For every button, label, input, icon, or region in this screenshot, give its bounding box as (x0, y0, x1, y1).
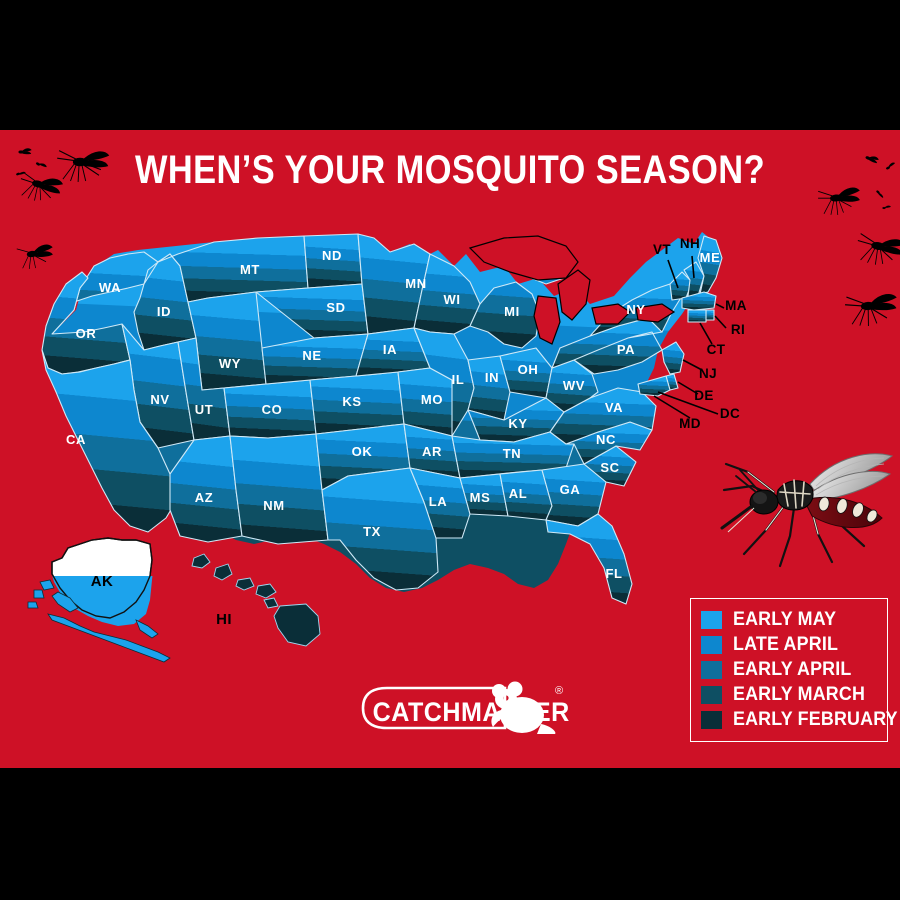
svg-text:TX: TX (363, 524, 381, 539)
svg-text:PA: PA (617, 342, 635, 357)
state-VA (549, 387, 657, 445)
svg-text:MI: MI (504, 304, 520, 319)
svg-text:AR: AR (422, 444, 442, 459)
svg-text:VA: VA (605, 400, 623, 415)
us-map-svg: WA OR ID MT WY NV UT CA CO AZ NM ND SD N… (41, 232, 746, 605)
state-MA (681, 291, 717, 311)
svg-text:MT: MT (240, 262, 260, 277)
svg-text:MS: MS (470, 490, 491, 505)
brand-wordmark: CATCHMASTER (373, 696, 570, 727)
legend-label: EARLY MAY (733, 608, 837, 630)
legend-item[interactable]: EARLY MARCH (701, 682, 877, 707)
svg-text:ME: ME (700, 250, 721, 265)
svg-text:IA: IA (383, 342, 397, 357)
callout-group: VT NH MA RI CT NJ DE DC MD (653, 236, 747, 431)
svg-text:RI: RI (731, 322, 745, 337)
svg-text:CO: CO (262, 402, 283, 417)
legend-label: EARLY FEBRUARY (733, 708, 898, 730)
brand-logo: CATCHMASTER ® (355, 681, 570, 734)
legend-item[interactable]: EARLY MAY (701, 607, 877, 632)
state-HI (191, 553, 321, 647)
svg-text:ID: ID (157, 304, 171, 319)
registered-mark: ® (555, 685, 563, 697)
svg-text:UT: UT (195, 402, 214, 417)
svg-text:SD: SD (326, 300, 345, 315)
svg-text:WA: WA (99, 280, 121, 295)
svg-text:NJ: NJ (699, 366, 717, 381)
us-map: WA OR ID MT WY NV UT CA CO AZ NM ND SD N… (18, 192, 746, 662)
svg-text:KS: KS (342, 394, 361, 409)
svg-text:SC: SC (600, 460, 619, 475)
svg-text:WV: WV (563, 378, 585, 393)
legend-label: EARLY APRIL (733, 658, 852, 680)
legend-item[interactable]: LATE APRIL (701, 632, 877, 657)
svg-text:NV: NV (150, 392, 169, 407)
svg-text:MN: MN (405, 276, 426, 291)
svg-text:AZ: AZ (195, 490, 214, 505)
svg-text:GA: GA (560, 482, 581, 497)
svg-text:MO: MO (421, 392, 443, 407)
state-AK: AK (27, 537, 171, 663)
svg-text:NM: NM (263, 498, 284, 513)
svg-text:OH: OH (518, 362, 539, 377)
state-FL (545, 513, 633, 605)
svg-text:ND: ND (322, 248, 342, 263)
svg-text:IN: IN (485, 370, 499, 385)
svg-text:WY: WY (219, 356, 241, 371)
svg-text:MA: MA (725, 298, 747, 313)
state-CT (687, 309, 707, 323)
svg-text:VT: VT (653, 242, 671, 257)
state-MD (637, 375, 671, 397)
legend-swatch (701, 685, 722, 704)
svg-text:OR: OR (76, 326, 97, 341)
poster-canvas: WHEN’S YOUR MOSQUITO SEASON? (0, 130, 900, 768)
svg-text:CT: CT (707, 342, 726, 357)
state-label-group: WA OR ID MT WY NV UT CA CO AZ NM ND SD N… (66, 248, 720, 581)
page-title: WHEN’S YOUR MOSQUITO SEASON? (134, 148, 766, 192)
state-WI (413, 253, 481, 335)
legend-item[interactable]: EARLY FEBRUARY (701, 707, 898, 732)
svg-text:AL: AL (509, 486, 528, 501)
mosquito-illustration (718, 446, 898, 576)
svg-text:FL: FL (605, 566, 622, 581)
svg-text:LA: LA (429, 494, 448, 509)
svg-text:WI: WI (443, 292, 460, 307)
inset-alaska-hawaii: AK HI (18, 528, 348, 668)
svg-text:KY: KY (508, 416, 527, 431)
legend-swatch (701, 710, 722, 729)
svg-text:NY: NY (626, 302, 645, 317)
state-IL (413, 327, 475, 437)
legend-label: EARLY MARCH (733, 683, 866, 705)
svg-text:HI: HI (216, 611, 232, 628)
legend-label: LATE APRIL (733, 633, 839, 655)
legend-swatch (701, 660, 722, 679)
svg-text:DE: DE (694, 388, 714, 403)
svg-text:OK: OK (352, 444, 373, 459)
mouse-icon (491, 681, 556, 734)
svg-text:TN: TN (503, 446, 522, 461)
svg-text:NE: NE (302, 348, 321, 363)
legend-item[interactable]: EARLY APRIL (701, 657, 877, 682)
legend: EARLY MAY LATE APRIL EARLY APRIL EARLY M… (690, 598, 898, 742)
legend-swatch (701, 635, 722, 654)
great-lakes (468, 235, 676, 345)
svg-text:IL: IL (452, 372, 465, 387)
svg-text:AK: AK (91, 573, 113, 590)
legend-swatch (701, 610, 722, 629)
svg-text:DC: DC (720, 406, 740, 421)
state-ME (697, 235, 723, 295)
svg-text:MD: MD (679, 416, 701, 431)
state-RI (705, 309, 715, 321)
state-NJ (661, 341, 685, 375)
svg-text:NH: NH (680, 236, 700, 251)
svg-text:CA: CA (66, 432, 86, 447)
svg-text:NC: NC (596, 432, 616, 447)
